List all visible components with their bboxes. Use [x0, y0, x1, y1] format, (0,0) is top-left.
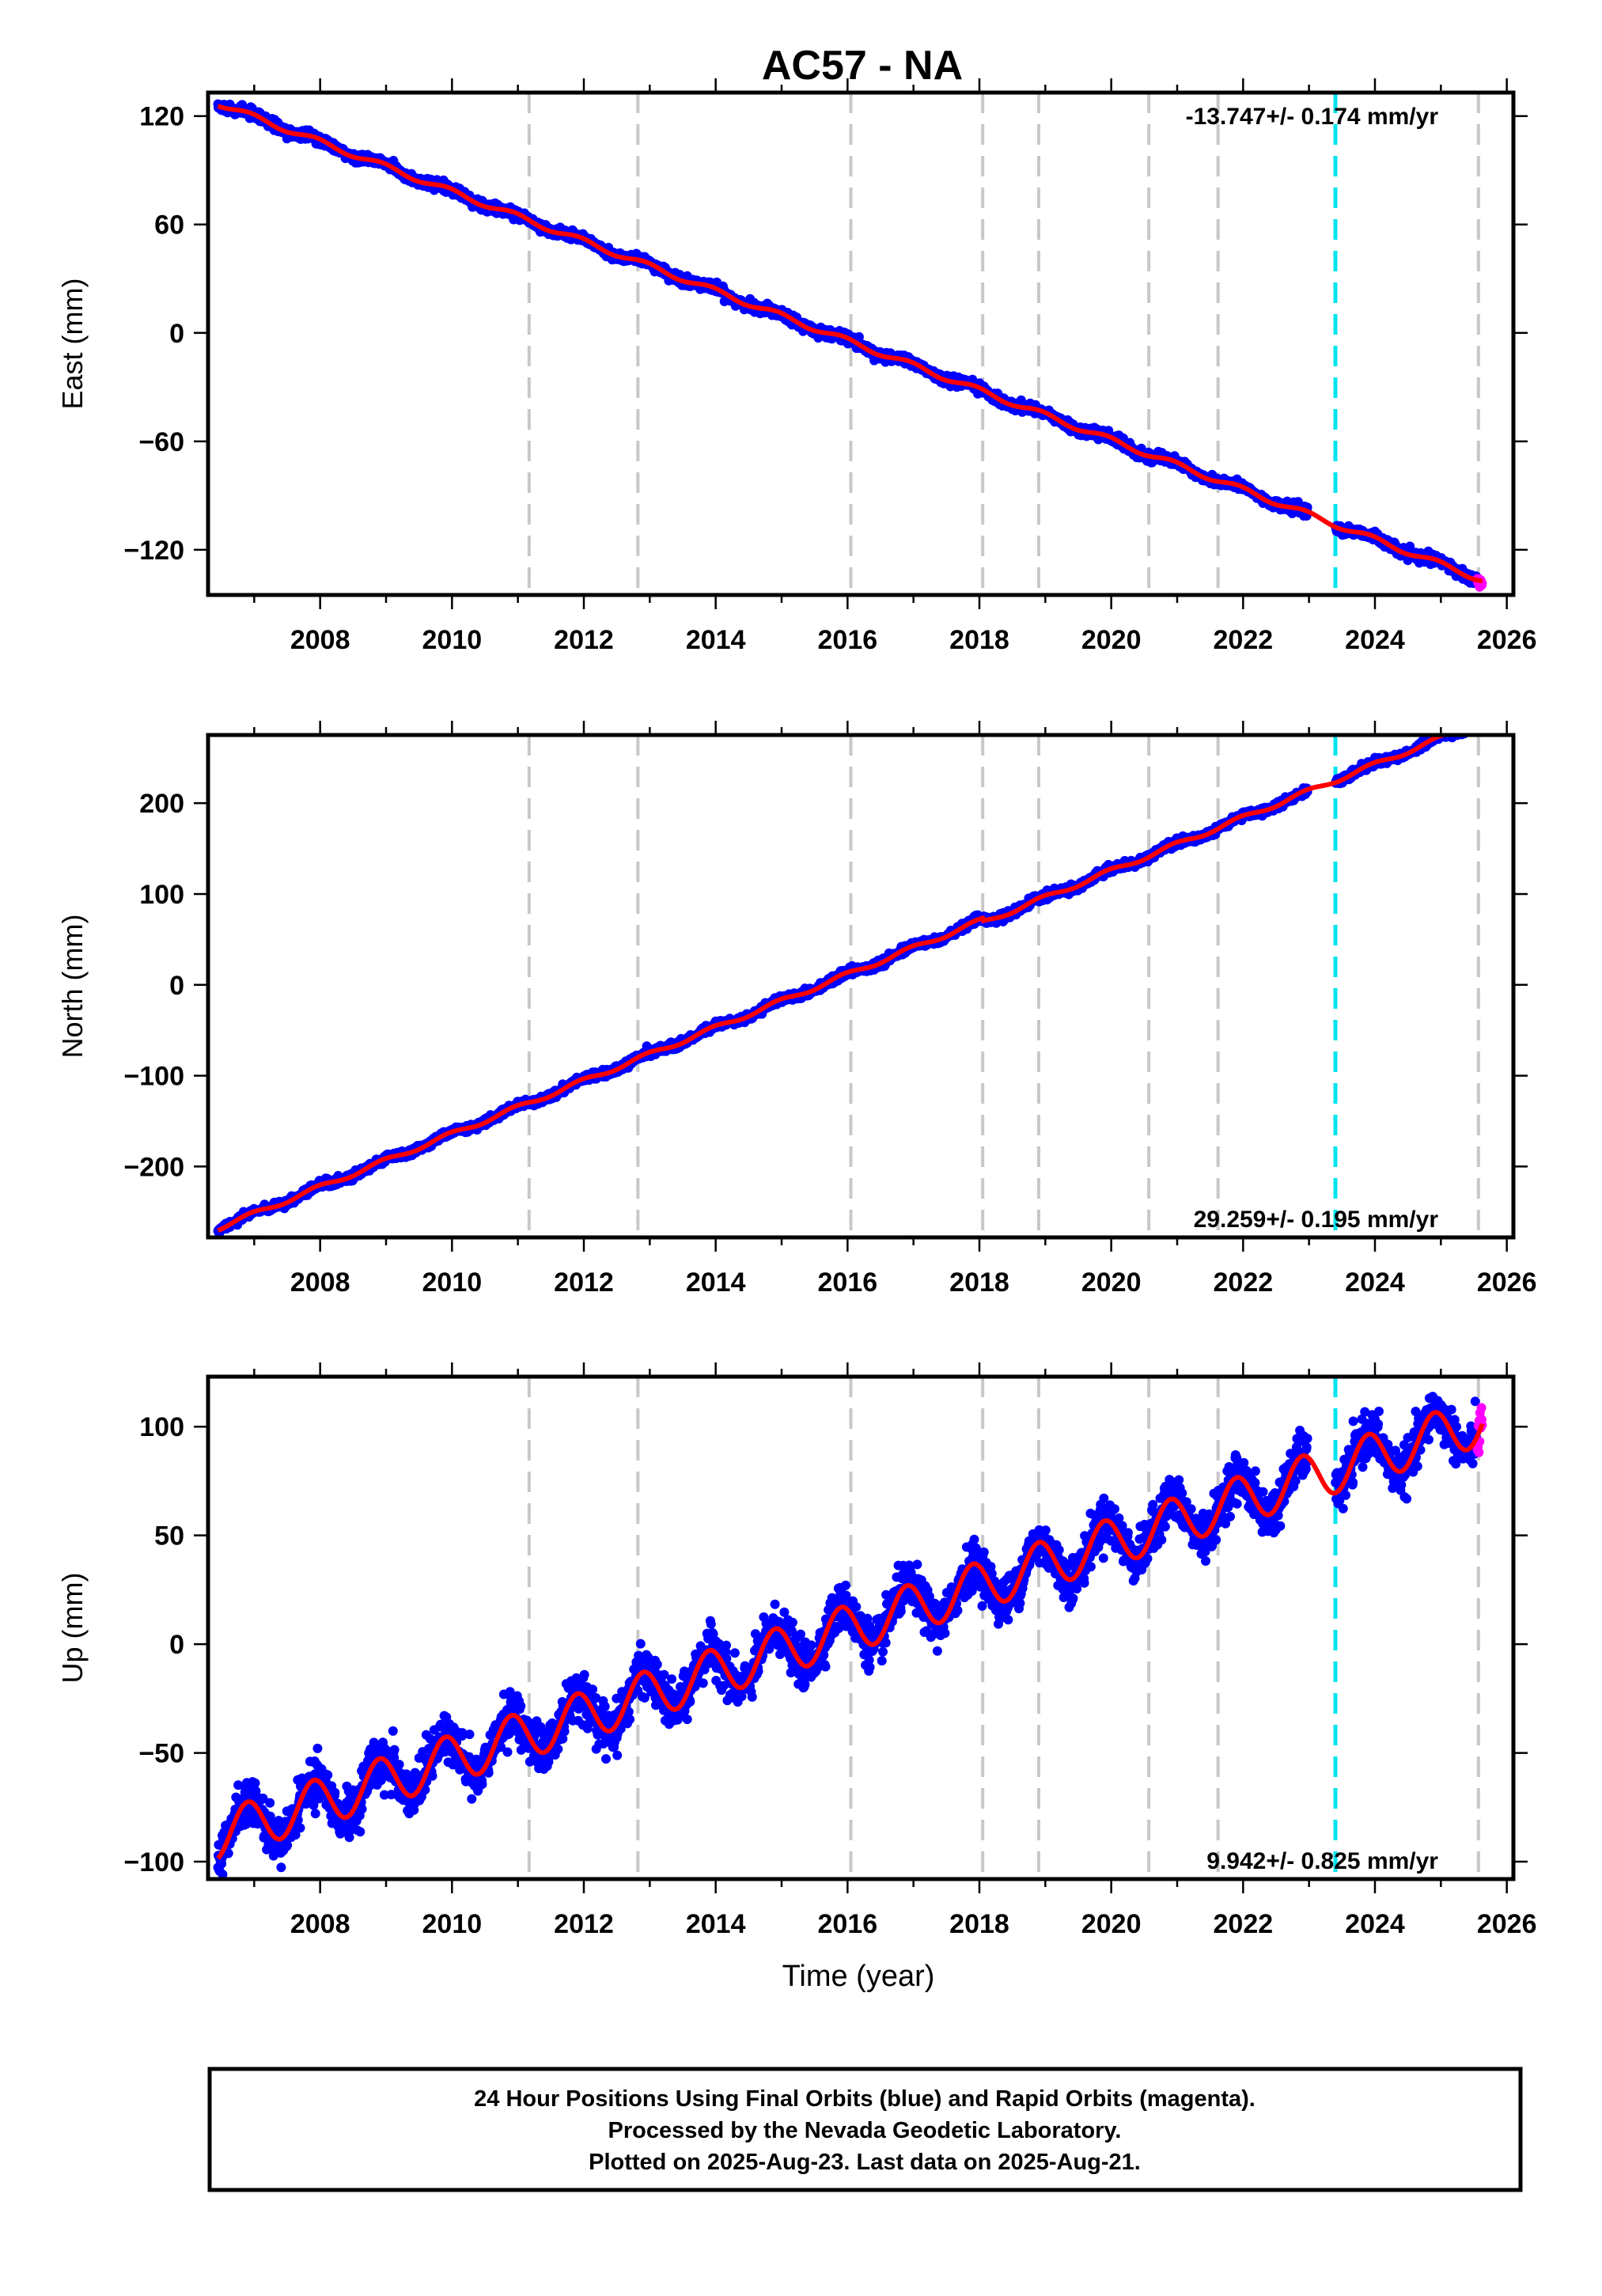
panel-east: 2008 2010 2012 2014 2016 2018 2020 2022 2024 2026…	[56, 78, 1536, 655]
y-tick-label: 120	[139, 102, 184, 132]
y-tick-label: 60	[154, 210, 184, 241]
x-tick-label: 2018	[949, 625, 1009, 655]
plot-background	[208, 735, 1513, 1237]
x-tick-label: 2026	[1477, 625, 1537, 655]
figure-title: AC57 - NA	[762, 43, 963, 89]
plot-area	[213, 93, 1487, 595]
x-tick-label: 2024	[1345, 625, 1405, 655]
y-axis-label: East (mm)	[56, 278, 89, 410]
y-tick-label: −120	[123, 536, 184, 566]
y-tick-label: 0	[169, 319, 184, 349]
velocity-rate-label: -13.747+/- 0.174 mm/yr	[1186, 104, 1439, 130]
y-tick-label: −60	[138, 427, 184, 457]
x-tick-label: 2016	[818, 625, 878, 655]
x-tick-label: 2010	[422, 625, 483, 655]
x-tick-label: 2014	[686, 625, 746, 655]
panel-north: 2008 2010 2012 2014 2016 2018 2020 2022 2024 2026…	[56, 721, 1536, 1298]
panels: 2008 2010 2012 2014 2016 2018 2020 2022 2024 2026…	[56, 78, 1536, 1993]
x-tick-label: 2008	[290, 625, 350, 655]
x-tick-label: 2020	[1081, 625, 1142, 655]
x-tick-label: 2012	[554, 625, 614, 655]
x-tick-label: 2022	[1214, 625, 1274, 655]
